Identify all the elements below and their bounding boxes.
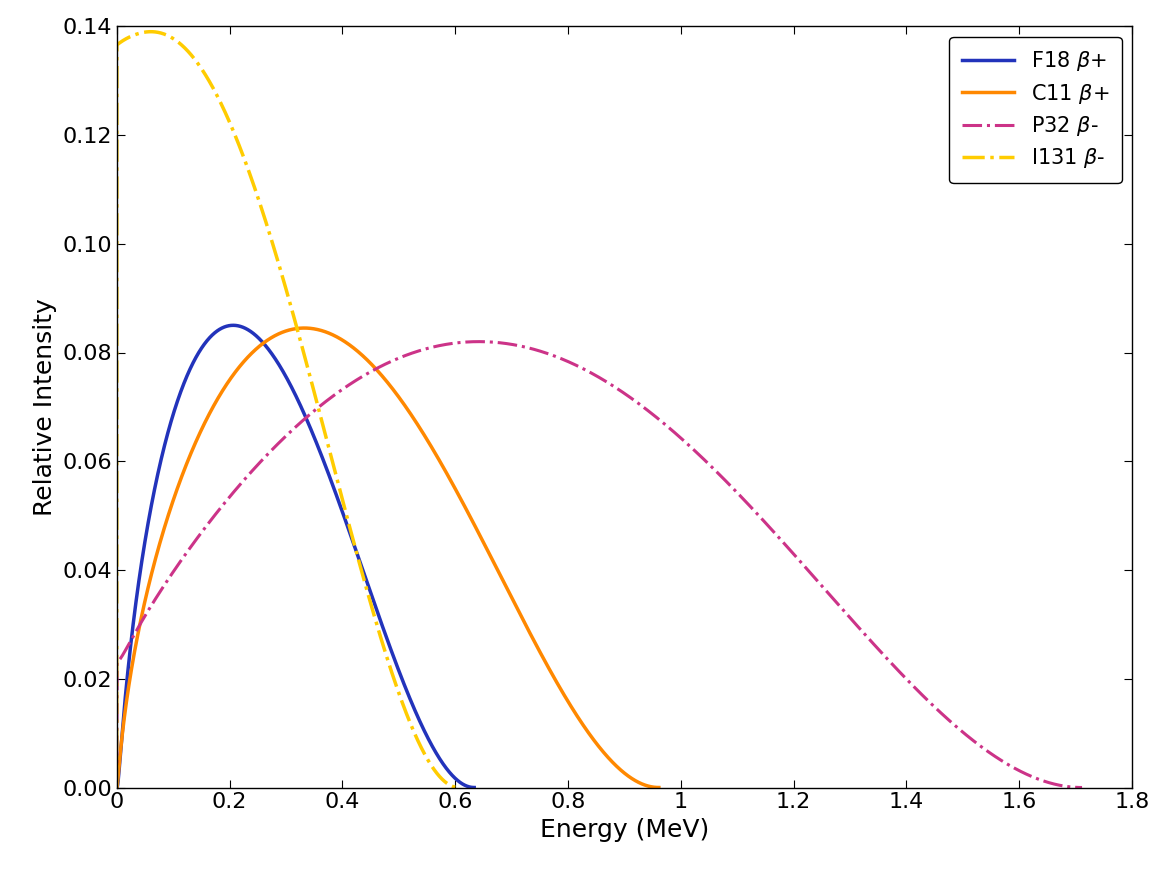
C11 $\mathit{\beta}$+ [121,680,135,690]
C11 $\mathit{\beta}$+ [652,782,666,793]
Line: C11 $\mathit{\beta}$+: C11 $\mathit{\beta}$+ [117,328,659,788]
F18 $\mathit{\beta}$+ [243,326,257,336]
F18 $\mathit{\beta}$+ [467,782,481,793]
I131 $\mathit{\beta}$- [315,418,329,429]
Line: P32 $\mathit{\beta}$-: P32 $\mathit{\beta}$- [117,341,1082,788]
P32 $\mathit{\beta}$- [904,679,918,690]
F18 $\mathit{\beta}$+ [110,782,124,793]
F18 $\mathit{\beta}$+ [226,320,240,331]
P32 $\mathit{\beta}$- [1075,782,1089,793]
C11 $\mathit{\beta}$+ [435,461,449,472]
I131 $\mathit{\beta}$- [140,26,154,37]
C11 $\mathit{\beta}$+ [139,592,153,602]
P32 $\mathit{\beta}$- [471,336,485,346]
I131 $\mathit{\beta}$- [110,782,124,793]
I131 $\mathit{\beta}$- [452,782,466,793]
F18 $\mathit{\beta}$+ [141,515,155,526]
P32 $\mathit{\beta}$- [196,526,210,536]
P32 $\mathit{\beta}$- [110,782,124,793]
Line: F18 $\mathit{\beta}$+: F18 $\mathit{\beta}$+ [117,326,474,788]
P32 $\mathit{\beta}$- [132,622,146,633]
P32 $\mathit{\beta}$- [691,448,705,458]
I131 $\mathit{\beta}$- [128,30,142,40]
C11 $\mathit{\beta}$+ [110,782,124,793]
P32 $\mathit{\beta}$- [162,573,176,584]
Y-axis label: Relative Intensity: Relative Intensity [33,298,56,515]
C11 $\mathit{\beta}$+ [312,325,326,335]
I131 $\mathit{\beta}$- [118,34,132,45]
X-axis label: Energy (MeV): Energy (MeV) [539,818,710,842]
I131 $\mathit{\beta}$- [391,687,405,697]
F18 $\mathit{\beta}$+ [118,698,132,709]
F18 $\mathit{\beta}$+ [404,696,418,707]
F18 $\mathit{\beta}$+ [324,477,338,487]
P32 $\mathit{\beta}$- [468,336,482,346]
I131 $\mathit{\beta}$- [144,26,158,37]
Line: I131 $\mathit{\beta}$-: I131 $\mathit{\beta}$- [117,31,459,788]
Legend: F18 $\mathit{\beta}$+, C11 $\mathit{\beta}$+, P32 $\mathit{\beta}$-, I131 $\math: F18 $\mathit{\beta}$+, C11 $\mathit{\bet… [949,37,1121,183]
C11 $\mathit{\beta}$+ [557,688,571,698]
C11 $\mathit{\beta}$+ [158,521,172,531]
C11 $\mathit{\beta}$+ [298,323,312,333]
F18 $\mathit{\beta}$+ [130,597,144,607]
I131 $\mathit{\beta}$- [237,152,251,163]
